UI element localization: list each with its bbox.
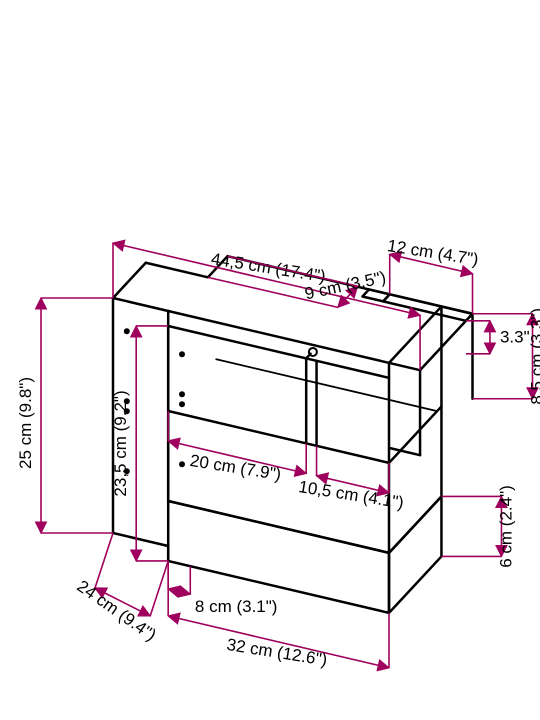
svg-text:8,5 cm (3.3"): 8,5 cm (3.3") bbox=[528, 308, 540, 405]
svg-text:23,5 cm (9.2"): 23,5 cm (9.2") bbox=[111, 390, 130, 496]
svg-text:32 cm (12.6"): 32 cm (12.6") bbox=[225, 635, 328, 670]
svg-text:20 cm (7.9"): 20 cm (7.9") bbox=[189, 451, 283, 484]
svg-text:25 cm (9.8"): 25 cm (9.8") bbox=[16, 377, 35, 469]
svg-text:6 cm (2.4"): 6 cm (2.4") bbox=[496, 485, 515, 568]
svg-text:8 cm (3.1"): 8 cm (3.1") bbox=[195, 597, 278, 616]
svg-text:44,5 cm (17.4"): 44,5 cm (17.4") bbox=[210, 249, 327, 286]
svg-text:24 cm (9.4"): 24 cm (9.4") bbox=[73, 576, 159, 644]
svg-text:3.3": 3.3" bbox=[500, 327, 530, 346]
